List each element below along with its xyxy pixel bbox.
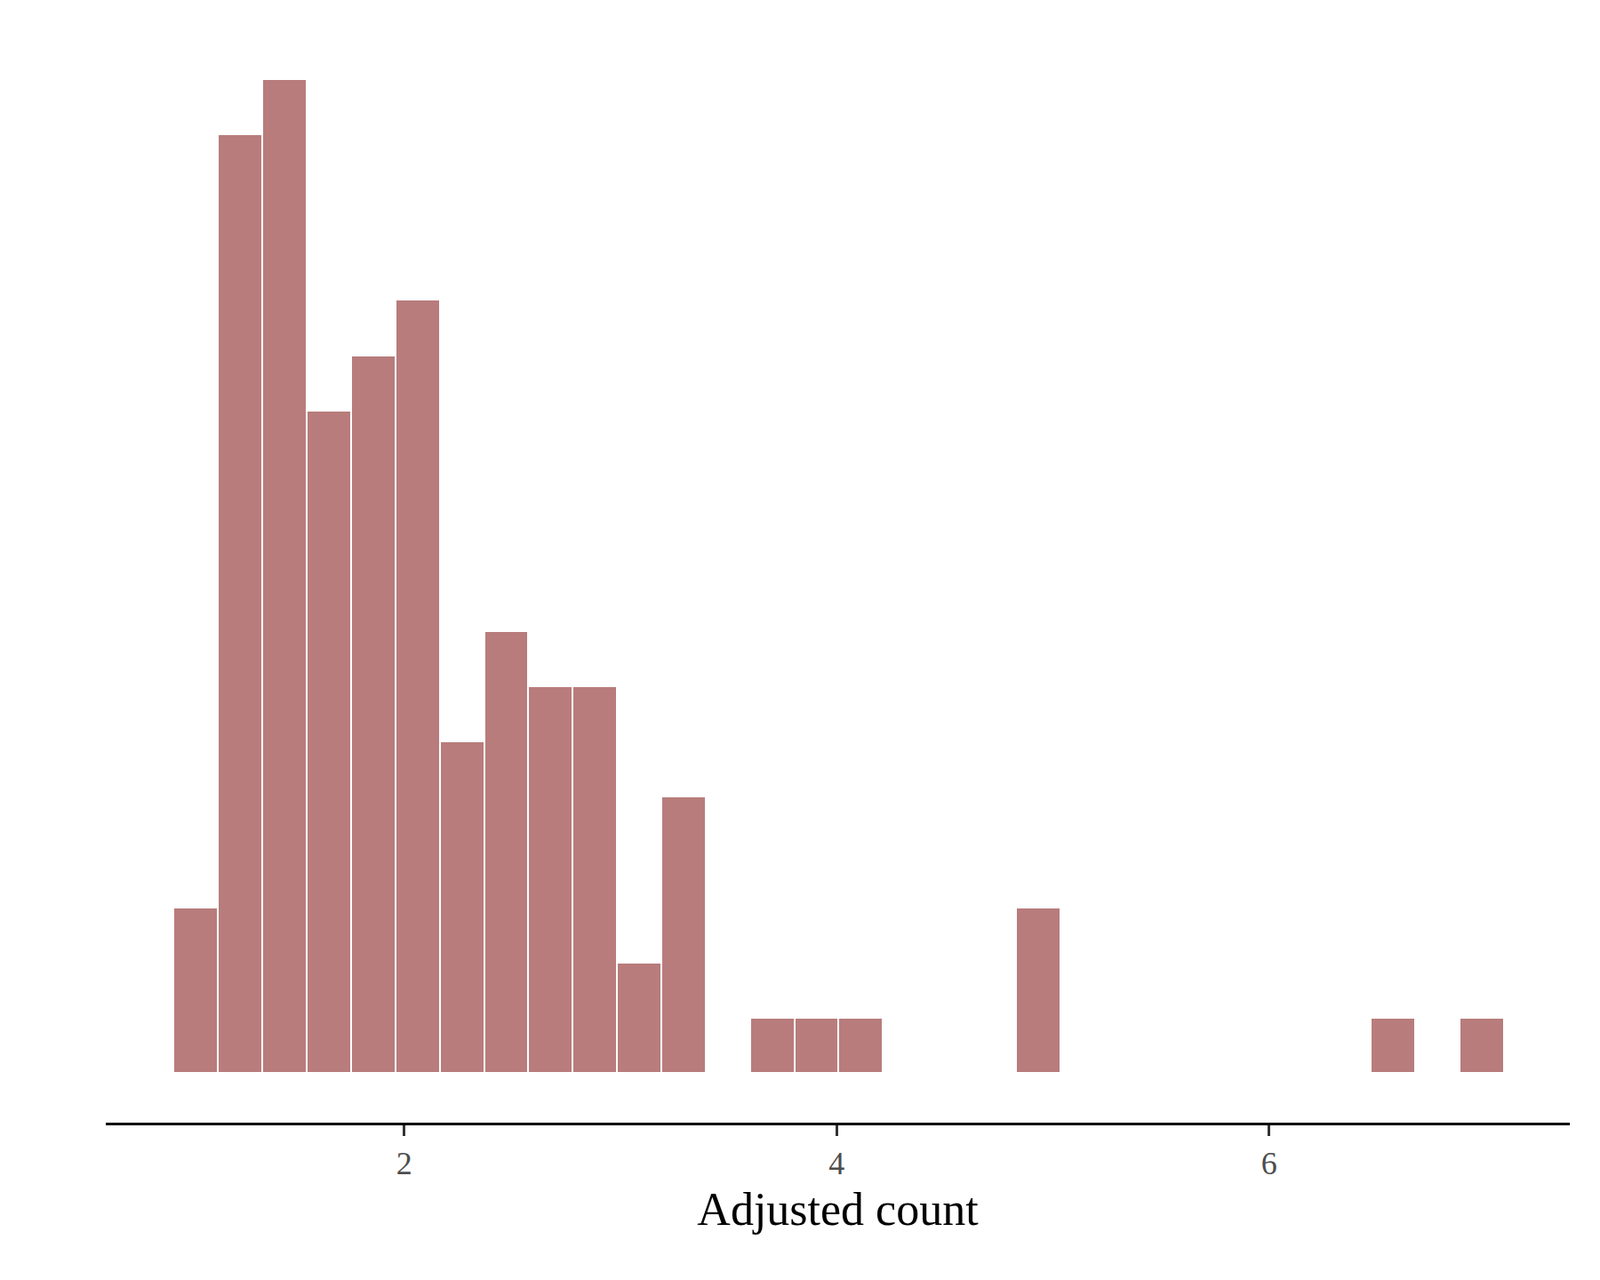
svg-text:Adjusted count: Adjusted count <box>696 1184 979 1235</box>
svg-text:2: 2 <box>396 1145 413 1182</box>
svg-text:6: 6 <box>1261 1145 1278 1182</box>
svg-text:4: 4 <box>828 1145 845 1182</box>
